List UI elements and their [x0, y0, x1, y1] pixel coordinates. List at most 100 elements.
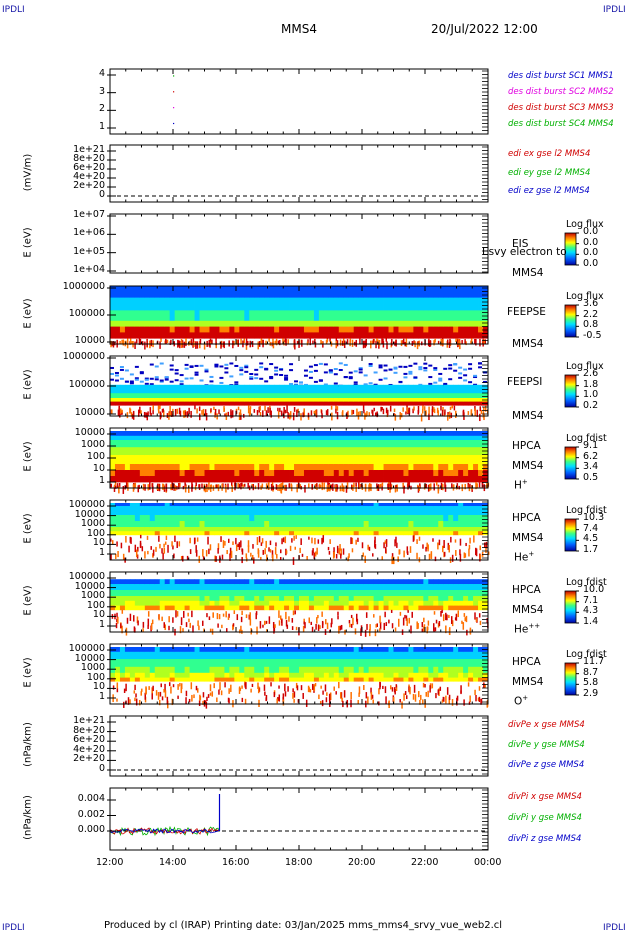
spec-cell	[254, 384, 260, 394]
spec-cell	[423, 455, 429, 465]
spec-streak	[198, 625, 200, 631]
spec-streak	[435, 619, 438, 624]
spec-cell	[353, 596, 360, 602]
spec-cell	[353, 393, 360, 399]
spec-streak	[402, 617, 405, 626]
spec-streak	[358, 482, 360, 490]
spec-streak	[341, 697, 343, 702]
spec-cell	[139, 464, 146, 471]
spec-cell	[363, 464, 370, 471]
spec-streak	[410, 625, 412, 634]
spec-cell	[483, 320, 489, 327]
spec-cell	[274, 647, 280, 653]
spec-cell	[249, 584, 255, 591]
spec-cell	[328, 584, 335, 591]
spec-cell	[443, 600, 449, 606]
spec-cell	[139, 600, 146, 606]
spec-speckle	[119, 377, 124, 380]
spec-cell	[254, 288, 260, 298]
spec-speckle	[139, 372, 144, 375]
spec-cell	[428, 326, 434, 333]
spec-cell	[453, 506, 459, 516]
spec-cell	[279, 398, 285, 402]
spec-cell	[214, 431, 220, 437]
spec-cell	[129, 666, 136, 674]
spec-cell	[114, 440, 121, 448]
spec-cell	[164, 398, 171, 402]
spec-streak	[174, 535, 176, 542]
spec-cell	[284, 521, 290, 528]
spec-streak	[365, 612, 368, 618]
spec-cell	[299, 398, 305, 402]
spec-cell	[403, 297, 409, 311]
spec-streak	[183, 410, 185, 418]
spec-cell	[373, 600, 379, 606]
spec-cell	[343, 398, 350, 402]
spec-streak	[218, 689, 220, 695]
spec-cell	[194, 447, 200, 456]
spec-streak	[342, 548, 345, 555]
spec-cell	[254, 651, 260, 660]
spec-streak	[326, 409, 329, 416]
spec-cell	[110, 672, 116, 678]
spec-streak	[438, 621, 441, 627]
spec-streak	[135, 698, 138, 706]
spec-cell	[224, 527, 230, 532]
spec-speckle	[483, 380, 488, 383]
spec-speckle	[269, 363, 274, 366]
spec-cell	[318, 666, 325, 674]
spec-speckle	[343, 376, 348, 379]
spec-streak	[301, 339, 303, 347]
spec-speckle	[174, 379, 179, 382]
spec-cell	[418, 590, 424, 597]
spec-cell	[244, 651, 250, 660]
spec-streak	[386, 409, 389, 416]
spec-cell	[204, 326, 210, 333]
spec-cell	[458, 506, 464, 516]
spec-cell	[254, 579, 260, 585]
spec-cell	[229, 590, 235, 597]
spec-cell	[318, 584, 325, 591]
spec-cell	[313, 332, 320, 339]
spec-cell	[408, 320, 414, 327]
spec-cell	[323, 326, 330, 333]
spec-cell	[308, 521, 315, 528]
spec-cell	[338, 584, 345, 591]
spec-cell	[264, 531, 270, 536]
spec-cell	[224, 447, 230, 456]
spec-cell	[299, 320, 305, 327]
spec-cell	[408, 384, 414, 394]
spec-cell	[259, 476, 265, 483]
spec-streak	[386, 341, 388, 350]
spec-cell	[264, 455, 270, 465]
spec-streak	[202, 692, 205, 698]
spec-streak	[195, 545, 197, 553]
spec-cell	[294, 506, 300, 516]
spec-cell	[453, 320, 459, 327]
spec-cell	[308, 470, 315, 477]
spec-cell	[403, 326, 409, 333]
spec-cell	[259, 431, 265, 437]
spec-streak	[152, 405, 155, 411]
spec-streak	[323, 482, 325, 490]
spec-cell	[239, 464, 245, 471]
spec-streak	[427, 620, 430, 626]
spec-cell	[229, 286, 235, 290]
spec-streak	[247, 405, 250, 414]
spec-cell	[398, 531, 404, 536]
spec-cell	[463, 297, 469, 311]
spec-cell	[413, 521, 419, 528]
spec-cell	[164, 476, 171, 483]
spec-cell	[483, 297, 489, 311]
spec-cell	[124, 600, 131, 606]
spec-cell	[423, 579, 429, 585]
spec-streak	[402, 340, 404, 344]
spec-cell	[348, 527, 355, 532]
panel-p4	[107, 285, 579, 350]
spec-streak	[228, 688, 230, 694]
spec-cell	[179, 310, 186, 322]
spec-cell	[463, 579, 469, 585]
spec-cell	[139, 297, 146, 311]
spec-streak	[223, 341, 225, 349]
spec-streak	[358, 692, 360, 697]
